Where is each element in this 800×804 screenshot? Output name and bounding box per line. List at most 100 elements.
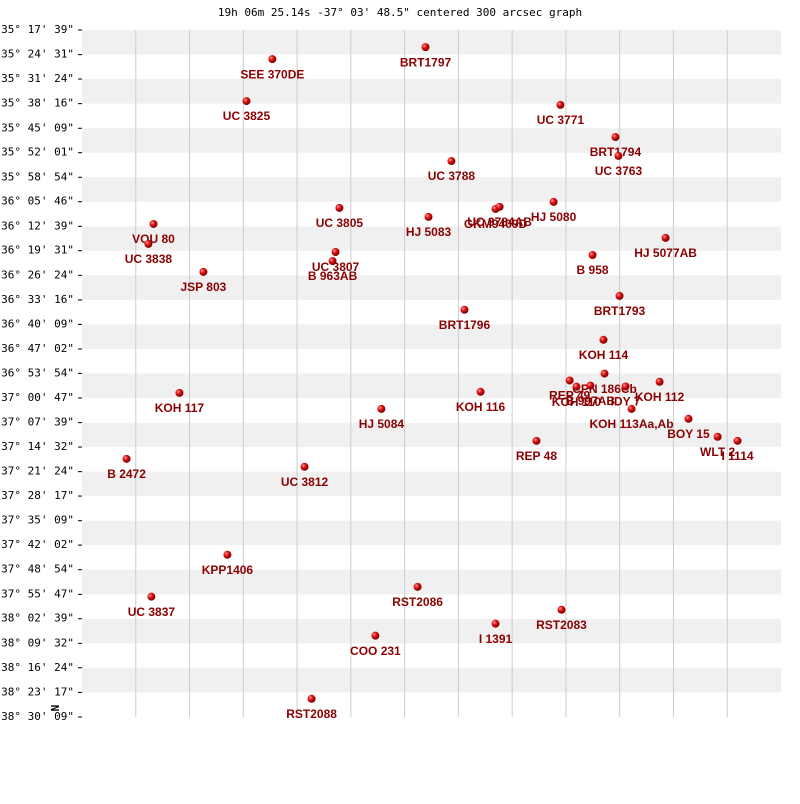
- y-tick-label: -36° 05' 46": [0, 195, 74, 208]
- star: [611, 133, 620, 142]
- band: [82, 667, 781, 693]
- star-label: KOH 110: [552, 395, 602, 409]
- star-label: I 1391: [479, 632, 513, 646]
- star-label: JSP 803: [181, 280, 227, 294]
- y-tick-label: -35° 31' 24": [0, 72, 74, 85]
- star: [335, 203, 344, 212]
- star: [495, 202, 504, 211]
- star: [600, 369, 609, 378]
- star: [627, 404, 636, 413]
- band: [82, 373, 781, 399]
- y-tick-label: -36° 53' 54": [0, 366, 74, 379]
- band: [82, 618, 781, 644]
- band: [82, 275, 781, 300]
- star: [713, 432, 722, 441]
- y-tick-label: -38° 02' 39": [0, 612, 74, 625]
- star-label: B 963AB: [308, 269, 358, 283]
- star-label: BRT1793: [594, 304, 646, 318]
- star: [586, 381, 595, 390]
- star-label: RST2086: [392, 595, 443, 609]
- star: [684, 414, 693, 423]
- star-label: COO 231: [350, 644, 401, 658]
- star-label: UC 3788: [428, 169, 476, 183]
- star-label: VOU 80: [132, 232, 175, 246]
- star-label: HJ 5084: [359, 417, 405, 431]
- y-tick-label: -37° 55' 47": [0, 587, 74, 600]
- star-label: UC 3805: [316, 216, 364, 230]
- y-tick-label: -37° 00' 47": [0, 391, 74, 404]
- band: [82, 471, 781, 497]
- y-tick-label: -37° 28' 17": [0, 489, 74, 502]
- bands: [82, 30, 781, 693]
- star-label: UC 3837: [128, 605, 176, 619]
- star-label: BRT1794: [590, 145, 642, 159]
- y-tick-label: -36° 33' 16": [0, 293, 74, 306]
- star-label: KOH 114: [579, 348, 629, 362]
- star-label: UC 3807: [312, 260, 360, 274]
- band: [82, 569, 781, 595]
- star-label: BRT1796: [439, 318, 491, 332]
- star: [661, 233, 670, 242]
- y-tick-label: -37° 07' 39": [0, 416, 74, 429]
- star: [300, 462, 309, 471]
- star-label: GKM9409D: [464, 217, 528, 231]
- y-tick-label: -36° 26' 24": [0, 268, 74, 281]
- y-tick-label: -35° 52' 01": [0, 146, 74, 159]
- y-tick-label: -35° 24' 31": [0, 48, 74, 61]
- star-label: UC 3838: [125, 252, 173, 266]
- chart-title: 19h 06m 25.14s -37° 03' 48.5" centered 3…: [218, 6, 582, 19]
- band: [82, 324, 781, 349]
- y-tick-label: -36° 40' 09": [0, 317, 74, 330]
- star: [557, 605, 566, 614]
- star: [377, 404, 386, 413]
- star-label: IDY 7: [611, 395, 641, 409]
- star-label: HJ 5080: [531, 210, 577, 224]
- star: [242, 97, 251, 106]
- star: [175, 388, 184, 397]
- star-label: B 958: [577, 263, 609, 277]
- star: [199, 267, 208, 276]
- star: [223, 550, 232, 559]
- y-tick-label: -37° 48' 54": [0, 563, 74, 576]
- star: [144, 239, 153, 248]
- band: [82, 422, 781, 448]
- ticks: -35° 17' 39" -35° 24' 31" -35° 31' 24" -35°…: [0, 23, 82, 723]
- star-label: HJ 5077AB: [634, 246, 697, 260]
- star: [491, 619, 500, 628]
- star: [549, 197, 558, 206]
- star: [565, 376, 574, 385]
- star: [424, 212, 433, 221]
- star-label: BOY 15: [667, 427, 710, 441]
- star: [621, 382, 630, 391]
- star: [149, 219, 158, 228]
- y-tick-label: -35° 58' 54": [0, 170, 74, 183]
- y-tick-label: -38° 09' 32": [0, 636, 74, 649]
- star-label: I 1114: [722, 449, 754, 463]
- star-label: REP 48: [516, 449, 557, 463]
- star-label: KOH 112: [635, 390, 685, 404]
- band: [82, 128, 781, 153]
- star-label: UC 3771: [537, 113, 585, 127]
- y-tick-label: -37° 35' 09": [0, 514, 74, 527]
- star: [572, 382, 581, 391]
- y-tick-label: -36° 12' 39": [0, 219, 74, 232]
- y-tick-label: -38° 30' 09": [0, 710, 74, 723]
- star-label: B 997AB: [566, 394, 616, 408]
- star: [733, 436, 742, 445]
- star: [268, 55, 277, 64]
- star: [615, 291, 624, 300]
- star-label: RST2083: [536, 618, 587, 632]
- star: [413, 582, 422, 591]
- star: [421, 43, 430, 52]
- marks: SEE 370DE BRT1797 UC 3825 UC 3771 BRT1794 UC …: [107, 43, 754, 721]
- star-label: BRT1797: [400, 55, 452, 69]
- y-tick-label: -37° 21' 24": [0, 465, 74, 478]
- star-label: RST2088: [286, 707, 337, 721]
- y-tick-label: -38° 16' 24": [0, 661, 74, 674]
- star: [556, 100, 565, 109]
- star: [147, 592, 156, 601]
- y-tick-label: -37° 14' 32": [0, 440, 74, 453]
- star: [599, 335, 608, 344]
- star: [307, 694, 316, 703]
